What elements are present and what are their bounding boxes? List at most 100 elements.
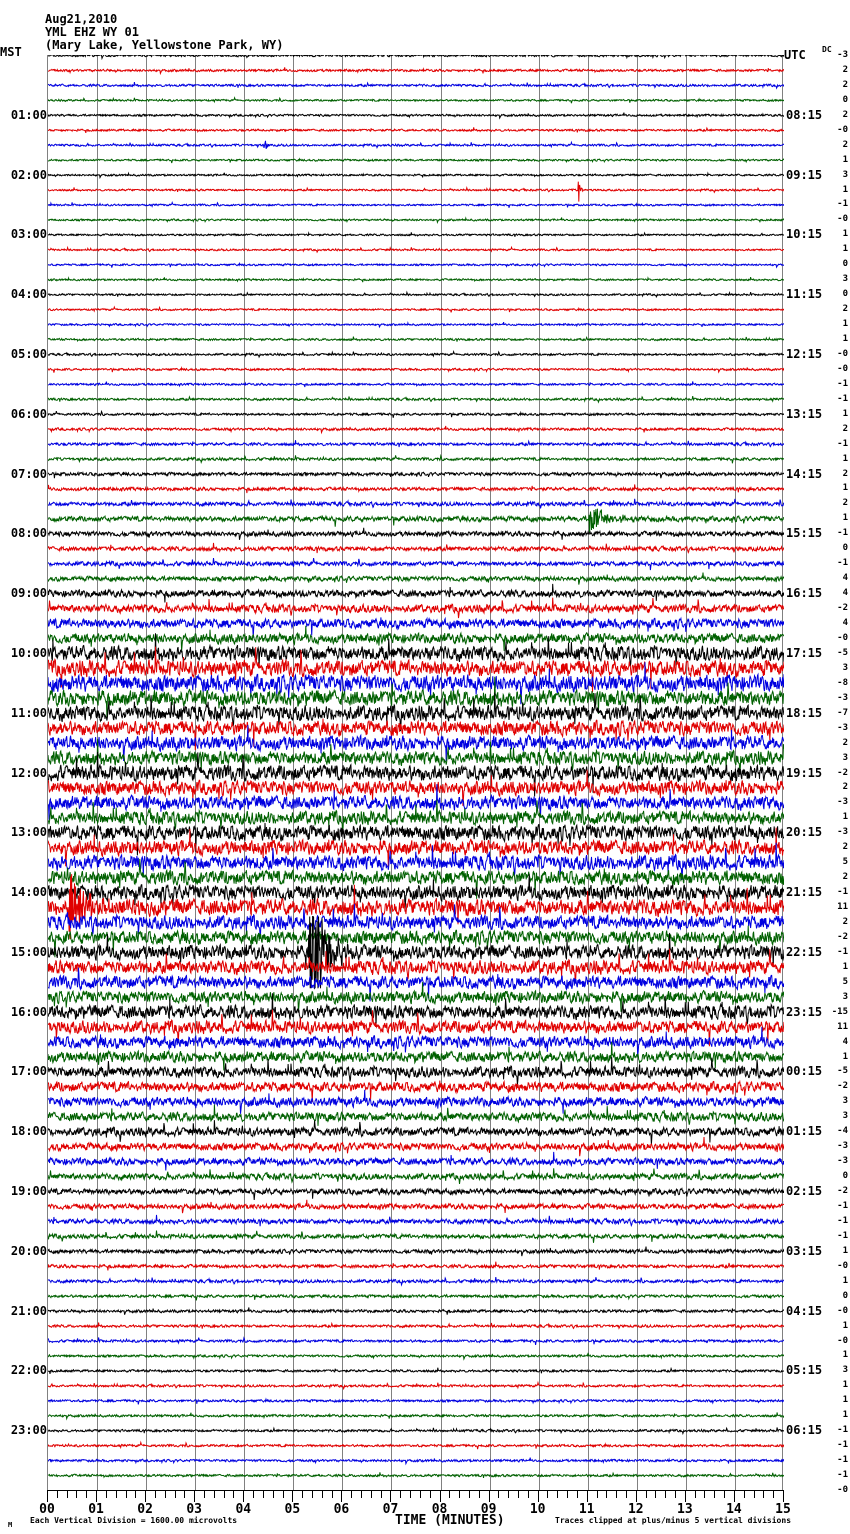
dc-value-63: 3	[842, 991, 848, 1002]
dc-value-96: -0	[837, 1485, 848, 1495]
dc-value-43: -3	[837, 692, 848, 703]
mst-tick-1500: 15:00	[10, 944, 47, 959]
trace-1400	[48, 873, 784, 912]
x-tick-2.2	[154, 1490, 156, 1498]
trace-0500	[48, 350, 784, 359]
dc-value-46: 2	[842, 737, 848, 748]
dc-value-13: 1	[842, 244, 848, 255]
dc-value-47: 3	[842, 752, 848, 763]
dc-value-79: -1	[837, 1230, 848, 1241]
x-tick-7.2	[400, 1490, 402, 1498]
x-label-13: 13	[677, 1502, 693, 1517]
dc-value-28: 2	[842, 468, 848, 479]
trace-1215	[48, 769, 784, 806]
trace-0730	[48, 498, 784, 509]
x-tick-3.4	[213, 1490, 215, 1498]
trace-2115	[48, 1321, 784, 1331]
mst-tick-1400: 14:00	[10, 885, 47, 900]
dc-value-76: -2	[837, 1186, 848, 1197]
dc-value-75: 0	[842, 1171, 848, 1182]
x-label-09: 09	[480, 1502, 497, 1517]
gridline-minute-8	[440, 55, 442, 1490]
utc-tick-2015: 20:15	[786, 825, 823, 840]
trace-canvas	[48, 55, 784, 1479]
gridline-minute-12	[636, 55, 638, 1490]
x-tick-2.8	[184, 1490, 186, 1498]
helicorder-plot[interactable]	[47, 55, 784, 1490]
x-tick-0.0	[47, 1490, 48, 1502]
x-tick-13.4	[704, 1490, 706, 1498]
dc-value-74: -3	[837, 1156, 848, 1167]
dc-value-12: 1	[842, 229, 848, 240]
x-axis-line	[47, 1490, 783, 1491]
trace-0300	[48, 231, 784, 238]
dc-value-27: 1	[842, 453, 848, 464]
trace-2145	[48, 1352, 784, 1361]
x-label-04: 04	[235, 1502, 252, 1517]
trace-2215	[48, 1380, 784, 1391]
dc-value-72: -4	[837, 1126, 848, 1137]
trace-0600	[48, 409, 784, 418]
x-tick-6.0	[341, 1490, 343, 1502]
x-tick-4.8	[282, 1490, 284, 1498]
trace-1030	[48, 662, 784, 705]
dc-value-64: -15	[831, 1006, 848, 1017]
trace-0545	[48, 395, 784, 404]
dc-value-56: -1	[837, 887, 848, 898]
mst-tick-2200: 22:00	[10, 1363, 47, 1378]
x-label-10: 10	[529, 1502, 546, 1517]
dc-value-21: -0	[837, 363, 848, 374]
trace-0515	[48, 366, 784, 374]
trace-0015	[48, 67, 784, 76]
seismic-traces	[48, 55, 784, 1490]
x-tick-5.8	[331, 1490, 333, 1498]
mst-tick-0700: 07:00	[10, 466, 47, 481]
dc-value-80: 1	[842, 1245, 848, 1256]
utc-tick-0015: 00:15	[786, 1064, 823, 1079]
trace-1515	[48, 948, 784, 984]
dc-value-60: -1	[837, 946, 848, 957]
trace-2245	[48, 1412, 784, 1421]
clip-note: Traces clipped at plus/minus 5 vertical …	[555, 1516, 792, 1525]
dc-value-36: 4	[842, 588, 848, 599]
x-tick-14.2	[743, 1490, 745, 1498]
dc-value-14: 0	[842, 259, 848, 270]
x-tick-10.8	[576, 1490, 578, 1498]
x-label-12: 12	[627, 1502, 644, 1517]
utc-tick-0615: 06:15	[786, 1423, 823, 1438]
x-tick-12.2	[645, 1490, 647, 1498]
mst-tick-0900: 09:00	[10, 586, 47, 601]
trace-1900	[48, 1186, 784, 1201]
dc-value-7: 1	[842, 154, 848, 165]
x-label-01: 01	[88, 1502, 104, 1517]
dc-value-23: -1	[837, 393, 848, 404]
utc-tick-2115: 21:15	[786, 885, 823, 900]
gridline-minute-11	[587, 55, 589, 1490]
mst-tick-1300: 13:00	[10, 825, 47, 840]
x-tick-3.8	[233, 1490, 235, 1498]
x-tick-12.4	[655, 1490, 657, 1498]
dc-value-16: 0	[842, 289, 848, 300]
x-tick-10.6	[567, 1490, 569, 1498]
x-label-06: 06	[333, 1502, 350, 1517]
utc-tick-0115: 01:15	[786, 1124, 823, 1139]
dc-value-77: -1	[837, 1200, 848, 1211]
gridline-minute-1	[97, 55, 99, 1490]
mst-tick-1800: 18:00	[10, 1124, 47, 1139]
x-tick-10.4	[557, 1490, 559, 1498]
x-tick-13.6	[714, 1490, 716, 1498]
x-tick-0.6	[76, 1490, 78, 1498]
dc-value-92: -1	[837, 1425, 848, 1436]
dc-value-10: -1	[837, 199, 848, 210]
x-tick-6.2	[351, 1490, 353, 1498]
dc-value-34: -1	[837, 558, 848, 569]
dc-value-33: 0	[842, 543, 848, 554]
dc-value-59: -2	[837, 931, 848, 942]
trace-1315	[48, 827, 784, 867]
trace-1745	[48, 1104, 784, 1126]
trace-2100	[48, 1307, 784, 1315]
trace-0115	[48, 126, 784, 134]
dc-value-83: 0	[842, 1290, 848, 1301]
utc-tick-0515: 05:15	[786, 1363, 823, 1378]
trace-0715	[48, 484, 784, 494]
